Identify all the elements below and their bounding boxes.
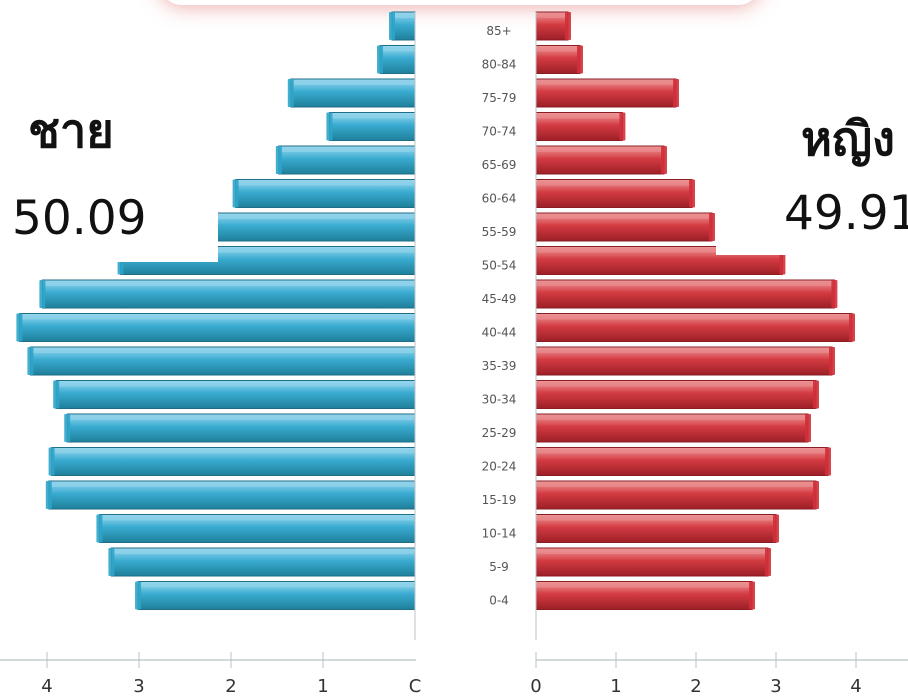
male-bar — [108, 547, 416, 577]
female-bar — [535, 145, 667, 175]
female-bar — [535, 279, 838, 309]
right-axis-tick-label: 0 — [530, 676, 541, 697]
male-bar — [232, 179, 416, 208]
axes-layer: 4 3 2 1 C 0 1 2 3 4 — [0, 12, 908, 697]
male-bar — [135, 581, 416, 610]
female-bar — [535, 11, 571, 41]
right-axis-tick-label: 2 — [690, 676, 701, 697]
age-group-label: 35-39 — [482, 359, 517, 373]
female-bar — [535, 313, 855, 342]
left-axis-tick-label: 1 — [317, 676, 328, 697]
left-axis-tick-label: 4 — [41, 676, 52, 697]
age-group-label: 85+ — [486, 24, 511, 38]
age-group-label: 30-34 — [482, 393, 517, 407]
male-bar — [96, 514, 416, 543]
age-group-label: 10-14 — [482, 527, 517, 541]
top-shadow-frame — [160, 0, 760, 5]
age-group-label: 25-29 — [482, 426, 517, 440]
female-bar — [535, 514, 779, 543]
age-group-label: 50-54 — [482, 259, 517, 273]
female-bar — [535, 447, 831, 476]
age-group-label: 80-84 — [482, 58, 517, 72]
male-bar — [326, 112, 416, 141]
left-axis-zero-label: C — [409, 676, 422, 697]
male-bar — [287, 78, 416, 108]
age-group-label: 0-4 — [489, 594, 509, 608]
female-bar — [535, 480, 819, 510]
left-axis-tick-label: 3 — [133, 676, 144, 697]
female-bar — [535, 78, 679, 108]
female-bar — [535, 346, 835, 376]
male-series-label: ชาย — [28, 104, 114, 159]
age-group-label: 60-64 — [482, 192, 517, 206]
text-layer: 85+ 80-84 75-79 70-74 65-69 60-64 55-59 50-54 45… — [482, 24, 517, 608]
bars-layer — [0, 11, 908, 610]
female-bar — [535, 179, 695, 208]
female-bar — [535, 380, 819, 409]
male-bar — [275, 145, 416, 175]
female-bar — [535, 413, 811, 443]
male-bar — [16, 313, 416, 342]
female-bar — [535, 112, 626, 141]
male-bar — [27, 346, 416, 376]
right-axis-tick-label: 3 — [770, 676, 781, 697]
male-bar — [377, 45, 416, 74]
female-bar — [535, 45, 583, 74]
age-group-label: 15-19 — [482, 493, 517, 507]
age-group-label: 40-44 — [482, 326, 517, 340]
right-axis-tick-label: 1 — [610, 676, 621, 697]
female-percentage: 49.91 — [784, 186, 908, 241]
left-axis-tick-label: 2 — [225, 676, 236, 697]
male-bar — [39, 279, 416, 309]
female-bar — [535, 212, 715, 242]
age-group-label: 20-24 — [482, 460, 517, 474]
age-group-label: 5-9 — [489, 560, 509, 574]
male-percentage: 50.09 — [12, 191, 147, 246]
male-bar — [64, 413, 416, 443]
female-series-label: หญิง — [801, 112, 895, 167]
female-bar — [535, 581, 755, 610]
age-group-label: 65-69 — [482, 158, 517, 172]
female-bar — [535, 547, 771, 577]
male-bar — [48, 447, 416, 476]
male-bar — [45, 480, 416, 510]
right-axis-tick-label: 4 — [850, 676, 861, 697]
male-label-backdrop — [0, 120, 218, 262]
age-group-label: 55-59 — [482, 225, 517, 239]
male-bar — [53, 380, 416, 409]
male-bar — [389, 11, 416, 41]
age-group-label: 70-74 — [482, 125, 517, 139]
age-group-label: 45-49 — [482, 292, 517, 306]
age-group-label: 75-79 — [482, 91, 517, 105]
male-bar — [211, 212, 416, 242]
female-label-backdrop — [716, 110, 908, 255]
